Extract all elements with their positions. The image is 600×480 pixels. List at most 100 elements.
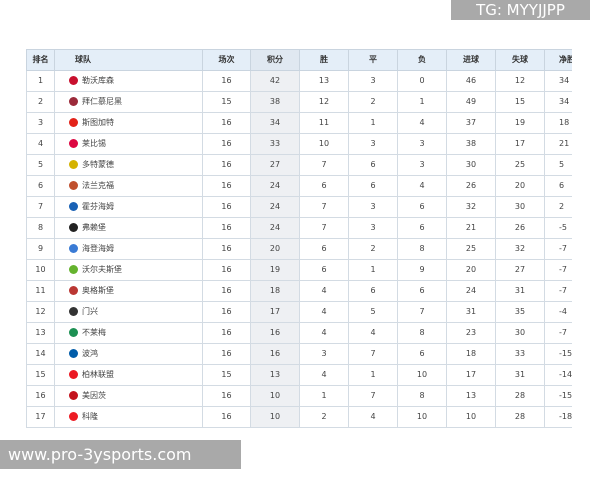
wins-cell: 4 — [299, 322, 349, 344]
goals-against-cell: 28 — [495, 406, 545, 428]
played-cell: 16 — [202, 406, 251, 428]
draws-cell: 4 — [348, 406, 398, 428]
goal-diff-cell: 21 — [544, 133, 572, 155]
header-rank: 排名 — [26, 49, 55, 71]
goals-for-cell: 46 — [446, 70, 496, 92]
team-name: 拜仁慕尼黑 — [82, 97, 122, 106]
points-cell: 42 — [250, 70, 300, 92]
wins-cell: 6 — [299, 259, 349, 281]
draws-cell: 4 — [348, 322, 398, 344]
team-cell: 莱比锡 — [54, 133, 203, 155]
played-cell: 16 — [202, 154, 251, 176]
team-cell: 科隆 — [54, 406, 203, 428]
points-cell: 13 — [250, 364, 300, 386]
goals-for-cell: 26 — [446, 175, 496, 197]
wins-cell: 4 — [299, 364, 349, 386]
played-cell: 16 — [202, 301, 251, 323]
draws-cell: 2 — [348, 91, 398, 113]
played-cell: 16 — [202, 70, 251, 92]
header-goal-diff: 净胜 — [544, 49, 572, 71]
played-cell: 16 — [202, 322, 251, 344]
goals-for-cell: 18 — [446, 343, 496, 365]
draws-cell: 7 — [348, 385, 398, 407]
rank-cell: 7 — [26, 196, 55, 218]
team-name: 波鸿 — [82, 349, 98, 358]
draws-cell: 3 — [348, 70, 398, 92]
goal-diff-cell: 2 — [544, 196, 572, 218]
played-cell: 16 — [202, 280, 251, 302]
draws-cell: 2 — [348, 238, 398, 260]
goals-against-cell: 27 — [495, 259, 545, 281]
goals-for-cell: 37 — [446, 112, 496, 134]
table-row: 16 美因茨 16 10 1 7 8 13 28 -15 — [26, 385, 572, 407]
losses-cell: 4 — [397, 112, 447, 134]
goal-diff-cell: -4 — [544, 301, 572, 323]
table-row: 3 斯图加特 16 34 11 1 4 37 19 18 — [26, 112, 572, 134]
rank-cell: 14 — [26, 343, 55, 365]
points-cell: 16 — [250, 322, 300, 344]
team-logo-icon — [69, 370, 78, 379]
goals-for-cell: 25 — [446, 238, 496, 260]
goals-against-cell: 20 — [495, 175, 545, 197]
losses-cell: 3 — [397, 154, 447, 176]
losses-cell: 8 — [397, 238, 447, 260]
goal-diff-cell: -5 — [544, 217, 572, 239]
team-cell: 门兴 — [54, 301, 203, 323]
rank-cell: 3 — [26, 112, 55, 134]
goals-for-cell: 13 — [446, 385, 496, 407]
wins-cell: 10 — [299, 133, 349, 155]
goals-against-cell: 26 — [495, 217, 545, 239]
table-row: 4 莱比锡 16 33 10 3 3 38 17 21 — [26, 133, 572, 155]
points-cell: 27 — [250, 154, 300, 176]
losses-cell: 7 — [397, 301, 447, 323]
team-logo-icon — [69, 160, 78, 169]
team-logo-icon — [69, 202, 78, 211]
rank-cell: 8 — [26, 217, 55, 239]
team-name: 沃尔夫斯堡 — [82, 265, 122, 274]
points-cell: 33 — [250, 133, 300, 155]
played-cell: 16 — [202, 385, 251, 407]
wins-cell: 13 — [299, 70, 349, 92]
team-logo-icon — [69, 118, 78, 127]
goals-for-cell: 23 — [446, 322, 496, 344]
goal-diff-cell: -7 — [544, 280, 572, 302]
wins-cell: 6 — [299, 238, 349, 260]
wins-cell: 4 — [299, 280, 349, 302]
played-cell: 16 — [202, 238, 251, 260]
wins-cell: 12 — [299, 91, 349, 113]
team-logo-icon — [69, 286, 78, 295]
rank-cell: 6 — [26, 175, 55, 197]
points-cell: 38 — [250, 91, 300, 113]
team-cell: 法兰克福 — [54, 175, 203, 197]
team-name: 斯图加特 — [82, 118, 114, 127]
draws-cell: 3 — [348, 196, 398, 218]
rank-cell: 4 — [26, 133, 55, 155]
losses-cell: 6 — [397, 196, 447, 218]
team-name: 美因茨 — [82, 391, 106, 400]
played-cell: 15 — [202, 91, 251, 113]
rank-cell: 2 — [26, 91, 55, 113]
goals-against-cell: 15 — [495, 91, 545, 113]
points-cell: 24 — [250, 217, 300, 239]
goal-diff-cell: 34 — [544, 91, 572, 113]
team-cell: 霍芬海姆 — [54, 196, 203, 218]
wins-cell: 2 — [299, 406, 349, 428]
draws-cell: 3 — [348, 133, 398, 155]
team-logo-icon — [69, 223, 78, 232]
goal-diff-cell: -15 — [544, 385, 572, 407]
rank-cell: 11 — [26, 280, 55, 302]
rank-cell: 1 — [26, 70, 55, 92]
table-row: 12 门兴 16 17 4 5 7 31 35 -4 — [26, 301, 572, 323]
losses-cell: 6 — [397, 343, 447, 365]
goals-for-cell: 38 — [446, 133, 496, 155]
team-name: 科隆 — [82, 412, 98, 421]
goals-against-cell: 35 — [495, 301, 545, 323]
standings-table: 排名 球队 场次 积分 胜 平 负 进球 失球 净胜 1 勒沃库森 16 42 13 3 0… — [26, 49, 572, 428]
losses-cell: 10 — [397, 406, 447, 428]
points-cell: 34 — [250, 112, 300, 134]
wins-cell: 7 — [299, 154, 349, 176]
draws-cell: 5 — [348, 301, 398, 323]
team-cell: 沃尔夫斯堡 — [54, 259, 203, 281]
losses-cell: 10 — [397, 364, 447, 386]
team-logo-icon — [69, 328, 78, 337]
